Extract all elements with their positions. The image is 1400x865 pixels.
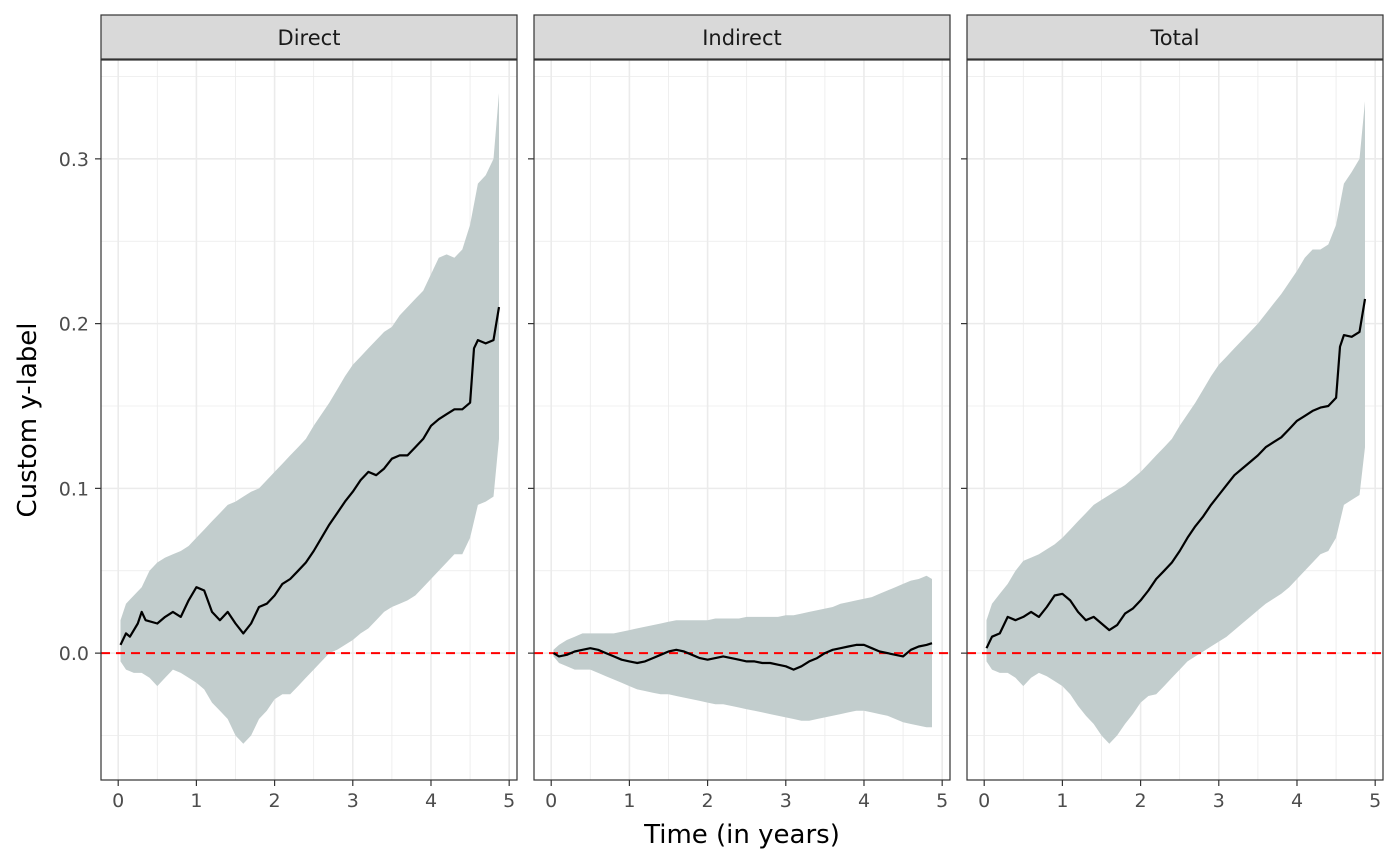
x-tick-label: 0 (545, 790, 557, 812)
strip-direct (100, 14, 518, 60)
panel-border-indirect (533, 59, 951, 781)
x-tick-label: 0 (112, 790, 124, 812)
x-tick-label: 5 (936, 790, 948, 812)
x-tick-label: 0 (978, 790, 990, 812)
confidence-band-direct (120, 93, 499, 744)
strip-total (966, 14, 1384, 60)
y-tick-label: 0.2 (59, 314, 89, 336)
confidence-band-indirect (553, 575, 932, 728)
y-axis-title: Custom y-label (13, 322, 43, 517)
panel-direct: Direct 0 1 2 3 4 5 0.0 0.1 0.2 0.3 (59, 14, 518, 812)
x-tick-label: 2 (269, 790, 281, 812)
confidence-band-total (986, 101, 1365, 744)
x-tick-label: 1 (623, 790, 635, 812)
x-tick-label: 4 (1291, 790, 1303, 812)
strip-label-total: Total (1149, 26, 1199, 50)
strip-label-indirect: Indirect (702, 26, 782, 50)
y-tick-label: 0.0 (59, 643, 89, 665)
x-tick-label: 3 (347, 790, 359, 812)
panel-total: Total 0 1 2 3 4 5 (961, 14, 1384, 812)
y-tick-label: 0.1 (59, 478, 89, 500)
x-tick-label: 3 (1213, 790, 1225, 812)
x-axis-title: Time (in years) (643, 820, 840, 850)
strip-label-direct: Direct (278, 26, 341, 50)
x-tick-label: 2 (702, 790, 714, 812)
panel-indirect: Indirect 0 1 2 3 4 5 (528, 14, 951, 812)
estimate-line-total (985, 298, 1367, 649)
panel-border-direct (100, 59, 518, 781)
x-tick-label: 2 (1135, 790, 1147, 812)
panel-border-total (966, 59, 1384, 781)
strip-indirect (533, 14, 951, 60)
x-tick-label: 4 (858, 790, 870, 812)
x-tick-label: 3 (780, 790, 792, 812)
x-tick-label: 1 (1056, 790, 1068, 812)
x-tick-label: 5 (1369, 790, 1381, 812)
y-tick-label: 0.3 (59, 149, 89, 171)
x-tick-label: 5 (503, 790, 515, 812)
x-tick-label: 4 (425, 790, 437, 812)
x-tick-label: 1 (190, 790, 202, 812)
estimate-line-indirect (552, 642, 933, 671)
estimate-line-direct (119, 306, 501, 646)
